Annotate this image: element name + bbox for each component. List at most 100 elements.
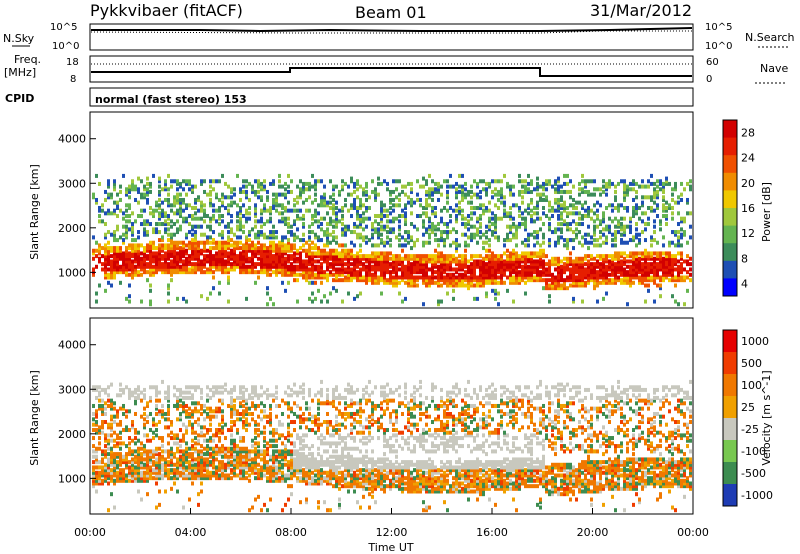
velocity-cell <box>107 403 110 408</box>
power-cell <box>437 181 440 186</box>
velocity-cell <box>119 420 122 425</box>
power-cell <box>533 235 536 240</box>
power-cell <box>230 187 233 192</box>
power-cell <box>296 267 299 272</box>
power-cell <box>455 262 458 267</box>
power-cell <box>605 187 608 192</box>
power-cell <box>500 256 503 261</box>
power-cell <box>335 259 338 264</box>
power-cell <box>668 243 671 248</box>
power-cell <box>518 264 521 269</box>
velocity-cell <box>146 457 149 462</box>
velocity-cell <box>119 468 122 473</box>
velocity-cell <box>227 403 230 408</box>
power-cell <box>638 278 641 283</box>
power-cell <box>500 187 503 192</box>
power-cell <box>131 211 134 216</box>
power-cell <box>419 275 422 280</box>
power-cell <box>209 270 212 275</box>
velocity-cell <box>164 468 167 473</box>
velocity-cell <box>197 401 200 406</box>
power-cell <box>326 278 329 283</box>
velocity-cell <box>167 390 170 395</box>
power-cell <box>302 200 305 205</box>
power-cell <box>158 264 161 269</box>
power-cell <box>371 254 374 259</box>
power-cell <box>428 235 431 240</box>
power-cell <box>548 243 551 248</box>
power-cell <box>203 248 206 253</box>
power-cell <box>644 259 647 264</box>
velocity-cell <box>173 385 176 390</box>
velocity-cell <box>227 460 230 465</box>
power-cell <box>572 205 575 210</box>
power-cell <box>164 264 167 269</box>
power-cell <box>185 203 188 208</box>
velocity-cell <box>122 428 125 433</box>
velocity-cell <box>203 446 206 451</box>
power-cell <box>293 222 296 227</box>
power-cell <box>320 280 323 285</box>
power-cell <box>581 205 584 210</box>
power-cell <box>176 264 179 269</box>
power-cell <box>287 256 290 261</box>
power-cell <box>305 259 308 264</box>
velocity-cell <box>194 409 197 414</box>
power-cell <box>440 192 443 197</box>
velocity-cell <box>245 398 248 403</box>
power-cell <box>164 230 167 235</box>
velocity-cell <box>131 476 134 481</box>
power-cell <box>98 248 101 253</box>
velocity-cell <box>110 460 113 465</box>
power-cell <box>185 232 188 237</box>
velocity-cell <box>182 449 185 454</box>
velocity-cell <box>134 428 137 433</box>
power-cell <box>341 227 344 232</box>
velocity-cell <box>254 428 257 433</box>
power-cell <box>554 208 557 213</box>
power-cell <box>92 256 95 261</box>
power-cell <box>404 267 407 272</box>
velocity-cell <box>98 470 101 475</box>
power-cell <box>470 283 473 288</box>
power-cell <box>509 280 512 285</box>
power-cell <box>224 267 227 272</box>
power-cell <box>638 240 641 245</box>
power-cell <box>119 254 122 259</box>
power-cell <box>611 219 614 224</box>
power-cell <box>425 230 428 235</box>
power-cell <box>446 254 449 259</box>
power-cell <box>599 264 602 269</box>
power-cell <box>344 256 347 261</box>
power-cell <box>185 270 188 275</box>
velocity-cell <box>128 460 131 465</box>
power-cell <box>110 275 113 280</box>
power-cell <box>107 280 110 285</box>
power-cell <box>470 262 473 267</box>
power-cell <box>428 275 431 280</box>
power-cell <box>398 192 401 197</box>
power-cell <box>395 235 398 240</box>
power-cell <box>146 189 149 194</box>
power-cell <box>131 254 134 259</box>
power-cell <box>584 184 587 189</box>
power-cell <box>434 238 437 243</box>
velocity-cell <box>227 462 230 467</box>
power-cell <box>488 248 491 253</box>
power-cell <box>620 267 623 272</box>
power-cell <box>614 251 617 256</box>
power-cell <box>650 205 653 210</box>
power-cell <box>176 179 179 184</box>
power-cell <box>284 259 287 264</box>
power-cell <box>257 251 260 256</box>
power-cell <box>314 232 317 237</box>
velocity-cell <box>230 428 233 433</box>
power-cell <box>575 259 578 264</box>
power-cell <box>653 278 656 283</box>
power-cell <box>398 224 401 229</box>
power-cell <box>479 278 482 283</box>
velocity-cell <box>185 414 188 419</box>
power-cell <box>275 192 278 197</box>
power-cell <box>497 197 500 202</box>
power-cell <box>338 259 341 264</box>
